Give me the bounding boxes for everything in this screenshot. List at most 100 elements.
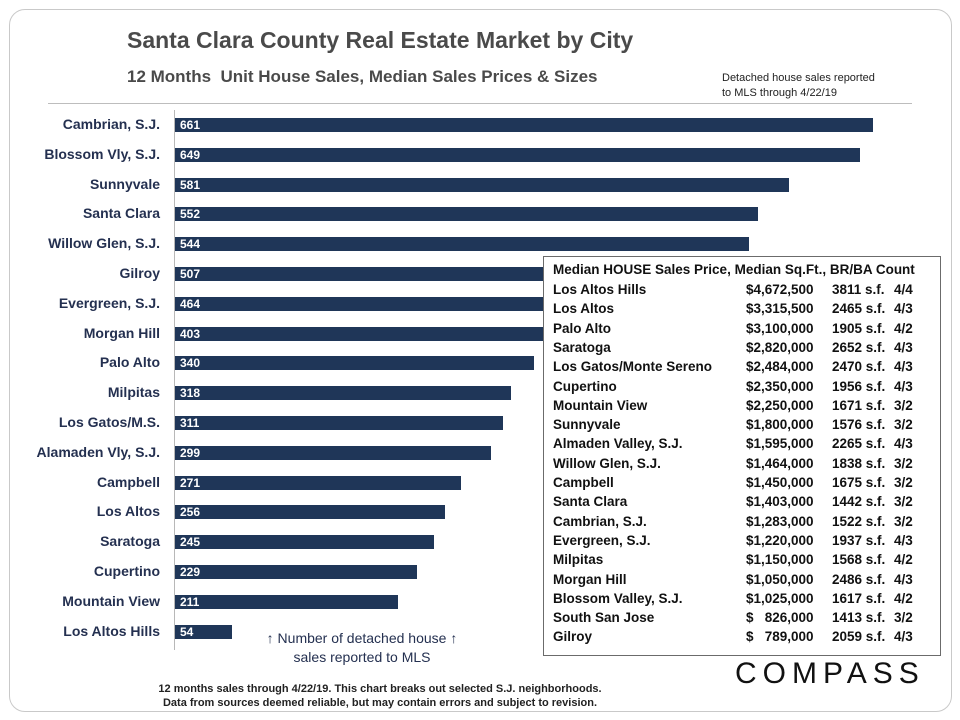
bar-value-label: 54 (180, 624, 194, 639)
table-cell-sqft: 2265 s.f. (832, 436, 886, 452)
table-cell-brba: 4/3 (894, 436, 913, 452)
table-cell-city: Morgan Hill (553, 571, 627, 587)
table-row: Cambrian, S.J. $1,283,000 1522 s.f. 3/2 (553, 514, 933, 533)
table-cell-brba: 4/2 (894, 320, 913, 336)
table-cell-city: Mountain View (553, 397, 648, 413)
table-cell-brba: 3/2 (894, 455, 913, 471)
table-row: Los Altos Hills $4,672,500 3811 s.f. 4/4 (553, 282, 933, 301)
bar-value-label: 403 (180, 326, 201, 341)
table-row: Evergreen, S.J. $1,220,000 1937 s.f. 4/3 (553, 533, 933, 552)
median-table-title: Median HOUSE Sales Price, Median Sq.Ft.,… (553, 262, 915, 277)
chart-subtitle: 12 Months Unit House Sales, Median Sales… (127, 67, 598, 86)
table-cell-city: Evergreen, S.J. (553, 532, 651, 548)
bar (175, 326, 601, 341)
table-row: Los Gatos/Monte Sereno $2,484,000 2470 s.f… (553, 359, 933, 378)
table-cell-sqft: 1617 s.f. (832, 590, 886, 606)
table-cell-price: $4,672,500 (746, 282, 814, 297)
x-axis-label: ↑ Number of detached house ↑ sales repor… (246, 629, 478, 667)
table-cell-price: $1,595,000 (746, 436, 814, 452)
table-cell-sqft: 2470 s.f. (832, 359, 886, 375)
table-cell-city: Sunnyvale (553, 417, 621, 433)
table-cell-sqft: 1522 s.f. (832, 513, 886, 529)
bar-value-label: 256 (180, 505, 201, 520)
compass-logo: COMPASS (735, 657, 925, 690)
table-cell-city: South San Jose (553, 610, 655, 626)
bar (175, 237, 749, 252)
table-cell-brba: 4/4 (894, 282, 913, 297)
table-cell-price: $1,283,000 (746, 513, 814, 529)
bar (175, 505, 445, 520)
category-label: Sunnyvale (89, 175, 160, 192)
median-price-table: Median HOUSE Sales Price, Median Sq.Ft.,… (543, 256, 941, 656)
bar-value-label: 464 (180, 296, 201, 311)
table-cell-sqft: 2059 s.f. (832, 629, 886, 645)
bar (175, 445, 491, 460)
table-row: Santa Clara $1,403,000 1442 s.f. 3/2 (553, 494, 933, 513)
bar-value-label: 544 (180, 237, 201, 252)
table-cell-price: $1,403,000 (746, 494, 814, 510)
table-cell-sqft: 1576 s.f. (832, 417, 886, 433)
footer-note: 12 months sales through 4/22/19. This ch… (100, 682, 660, 710)
bar-value-label: 507 (180, 267, 201, 281)
table-cell-brba: 3/2 (894, 610, 913, 626)
table-cell-city: Los Gatos/Monte Sereno (553, 359, 713, 375)
category-label: Gilroy (119, 265, 160, 281)
table-cell-price: $1,220,000 (746, 532, 814, 548)
category-label: Alamaden Vly, S.J. (36, 443, 160, 460)
table-cell-brba: 4/3 (894, 301, 913, 317)
table-cell-price: $3,100,000 (746, 320, 814, 336)
table-cell-price: $1,025,000 (746, 590, 814, 606)
table-cell-city: Cupertino (553, 378, 617, 394)
table-cell-sqft: 1956 s.f. (832, 378, 886, 394)
table-cell-city: Los Altos (553, 301, 615, 317)
table-row: South San Jose $ 826,000 1413 s.f. 3/2 (553, 610, 933, 629)
bar (175, 118, 873, 132)
x-axis-label-line-1: ↑ Number of detached house ↑ (266, 630, 458, 646)
chart-title: Santa Clara County Real Estate Market by… (127, 27, 634, 53)
y-axis-line (174, 110, 175, 650)
table-cell-brba: 3/2 (894, 417, 913, 433)
table-cell-brba: 3/2 (894, 475, 913, 490)
table-cell-brba: 4/2 (894, 552, 913, 568)
table-cell-brba: 4/3 (894, 629, 913, 645)
bar-value-label: 299 (180, 445, 201, 460)
bar (175, 475, 461, 490)
table-cell-brba: 4/2 (894, 590, 913, 606)
bar (175, 207, 758, 222)
bar (175, 147, 860, 162)
table-cell-sqft: 3811 s.f. (832, 282, 885, 297)
table-cell-sqft: 1838 s.f. (832, 455, 886, 471)
table-cell-city: Blossom Valley, S.J. (553, 590, 683, 606)
bar-value-label: 649 (180, 147, 201, 162)
bar (175, 356, 534, 371)
table-row: Los Altos $3,315,500 2465 s.f. 4/3 (553, 301, 933, 320)
table-cell-brba: 4/3 (894, 571, 913, 587)
table-cell-brba: 3/2 (894, 397, 913, 413)
category-label: Milpitas (107, 384, 160, 401)
bar-value-label: 581 (180, 177, 201, 192)
table-row: Sunnyvale $1,800,000 1576 s.f. 3/2 (553, 417, 933, 436)
chart-note-line-2: to MLS through 4/22/19 (722, 87, 837, 99)
table-cell-sqft: 1937 s.f. (832, 532, 886, 548)
table-cell-city: Campbell (553, 475, 614, 490)
table-row: Cupertino $2,350,000 1956 s.f. 4/3 (553, 379, 933, 398)
table-cell-price: $1,450,000 (746, 475, 814, 490)
category-label: Palo Alto (99, 354, 160, 371)
chart-note-line-1: Detached house sales reported (722, 72, 875, 84)
table-cell-city: Saratoga (553, 339, 611, 355)
bar (175, 416, 503, 430)
table-cell-price: $1,800,000 (746, 417, 814, 433)
bar (175, 594, 398, 609)
table-cell-brba: 4/3 (894, 359, 913, 375)
table-row: Milpitas $1,150,000 1568 s.f. 4/2 (553, 552, 933, 571)
table-cell-city: Cambrian, S.J. (553, 513, 647, 529)
table-cell-price: $1,464,000 (746, 455, 814, 471)
table-cell-price: $ 826,000 (746, 610, 814, 626)
title-divider (48, 103, 912, 104)
bar (175, 386, 511, 401)
bar-value-label: 229 (180, 565, 201, 579)
category-label: Willow Glen, S.J. (48, 235, 160, 252)
table-cell-city: Santa Clara (553, 494, 628, 510)
bar (175, 296, 665, 311)
table-row: Palo Alto $3,100,000 1905 s.f. 4/2 (553, 321, 933, 340)
